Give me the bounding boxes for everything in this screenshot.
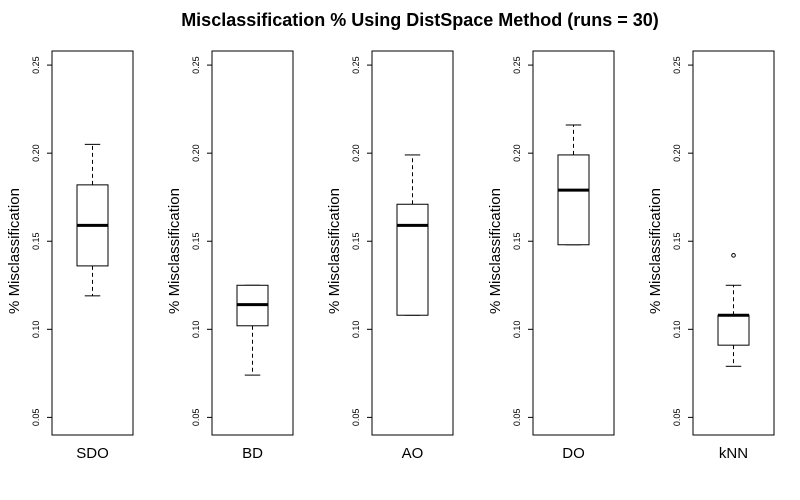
y-axis-label-sdo: % Misclassification (6, 188, 23, 314)
y-tick-label-knn-2: 0.15 (672, 232, 682, 250)
y-tick-label-sdo-0: 0.05 (31, 409, 41, 427)
y-tick-label-do-4: 0.25 (512, 56, 522, 74)
y-tick-label-ao-3: 0.20 (351, 144, 361, 162)
y-tick-label-do-2: 0.15 (512, 232, 522, 250)
box-knn (717, 314, 750, 346)
category-label-ao: AO (402, 445, 424, 462)
y-tick-label-knn-3: 0.20 (672, 144, 682, 162)
y-tick-label-sdo-3: 0.20 (31, 144, 41, 162)
y-tick-label-bd-2: 0.15 (191, 232, 201, 250)
panel-frame-sdo (51, 50, 134, 436)
y-tick-label-ao-0: 0.05 (351, 409, 361, 427)
chart-title: Misclassification % Using DistSpace Meth… (181, 10, 659, 30)
y-tick-label-bd-4: 0.25 (191, 56, 201, 74)
panel-frame-knn (692, 50, 775, 436)
y-tick-label-knn-0: 0.05 (672, 409, 682, 427)
y-tick-label-do-3: 0.20 (512, 144, 522, 162)
panel-frame-ao (371, 50, 454, 436)
y-axis-label-do: % Misclassification (487, 188, 504, 314)
panel-frame-do (532, 50, 615, 436)
y-tick-label-bd-0: 0.05 (191, 409, 201, 427)
box-ao (396, 203, 429, 316)
y-tick-label-do-0: 0.05 (512, 409, 522, 427)
y-tick-label-ao-1: 0.10 (351, 321, 361, 339)
y-tick-label-knn-1: 0.10 (672, 321, 682, 339)
y-tick-label-bd-3: 0.20 (191, 144, 201, 162)
panel-frame-bd (211, 50, 294, 436)
outlier-point-knn-0 (731, 253, 736, 258)
y-axis-label-bd: % Misclassification (166, 188, 183, 314)
y-axis-label-knn: % Misclassification (647, 188, 664, 314)
category-label-sdo: SDO (76, 445, 109, 462)
y-tick-label-sdo-2: 0.15 (31, 232, 41, 250)
box-do (557, 154, 590, 246)
category-label-knn: kNN (719, 445, 748, 462)
category-label-bd: BD (242, 445, 263, 462)
y-axis-label-ao: % Misclassification (326, 188, 343, 314)
y-tick-label-knn-4: 0.25 (672, 56, 682, 74)
y-tick-label-ao-2: 0.15 (351, 232, 361, 250)
y-tick-label-ao-4: 0.25 (351, 56, 361, 74)
y-tick-label-bd-1: 0.10 (191, 321, 201, 339)
category-label-do: DO (562, 445, 585, 462)
y-tick-label-sdo-4: 0.25 (31, 56, 41, 74)
y-tick-label-do-1: 0.10 (512, 321, 522, 339)
y-tick-label-sdo-1: 0.10 (31, 321, 41, 339)
